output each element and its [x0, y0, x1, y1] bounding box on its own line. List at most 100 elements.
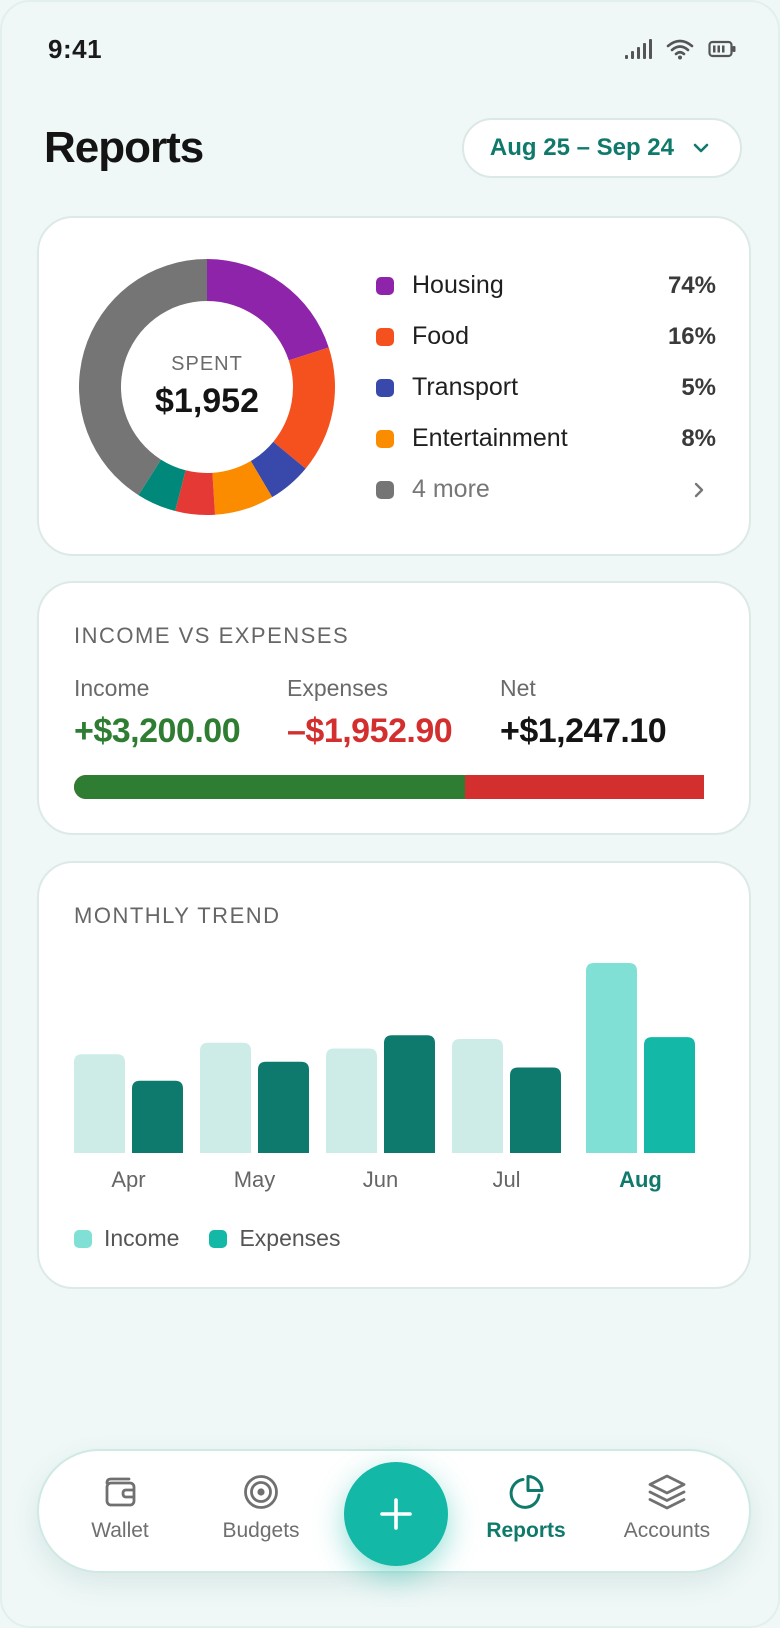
x-axis-label-jun: Jun [363, 1167, 398, 1192]
donut-segment-food [273, 347, 335, 469]
donut-center: SPENT $1,952 [74, 254, 340, 520]
status-bar: 9:41 [2, 2, 778, 96]
nav-item-budgets[interactable]: Budgets [196, 1473, 326, 1557]
donut-segment-transport [250, 441, 306, 498]
date-range-label: Aug 25 – Sep 24 [489, 134, 674, 161]
donut-segment-other-gray [79, 259, 207, 496]
legend-item-label: Transport [412, 373, 519, 401]
legend-swatch [376, 480, 394, 499]
monthly-trend-chart: Apr May Jun Jul Aug [74, 963, 704, 1203]
legend-item-label: Entertainment [412, 424, 568, 452]
legend-item-percent: 8% [681, 424, 716, 452]
legend-swatch [376, 276, 394, 295]
wifi-icon [666, 39, 694, 60]
legend-expenses-label: Expenses [239, 1225, 341, 1251]
header: Reports Aug 25 – Sep 24 [44, 118, 742, 178]
expenses-value: –$1,952.90 [287, 712, 453, 750]
page-title: Reports [44, 123, 204, 172]
donut-svg [79, 259, 335, 515]
nav-label: Accounts [623, 1519, 711, 1542]
legend-swatch [376, 327, 394, 346]
legend-income: Income [74, 1225, 179, 1252]
income-label: Income [74, 675, 150, 701]
bar-income-may[interactable] [200, 1042, 251, 1153]
income-value: +$3,200.00 [74, 712, 241, 750]
legend-swatch [376, 429, 394, 448]
net-stat: Net +$1,247.10 [500, 675, 713, 751]
legend-item-transport[interactable]: Transport 5% [376, 362, 716, 413]
net-label: Net [500, 675, 536, 701]
bar-expenses-jun[interactable] [384, 1035, 435, 1153]
expenses-label: Expenses [287, 675, 389, 701]
wallet-icon [105, 1477, 136, 1507]
legend-item-label: Housing [412, 271, 504, 299]
pie-chart-icon [509, 1475, 544, 1509]
chevron-down-icon [693, 143, 709, 153]
category-legend: Housing 74% Food 16% Transport 5% Entert… [376, 260, 716, 515]
legend-item-label: Food [412, 322, 469, 350]
nav-item-wallet[interactable]: Wallet [55, 1473, 185, 1557]
legend-expenses: Expenses [209, 1225, 340, 1252]
donut-segment-housing [207, 259, 329, 361]
bar-expenses-may[interactable] [258, 1061, 309, 1153]
add-transaction-button[interactable] [344, 1462, 448, 1566]
status-icons [624, 38, 736, 60]
x-axis-label-may: May [234, 1167, 276, 1192]
monthly-trend-card: MONTHLY TREND Apr May Jun Jul Aug Income Exp… [37, 861, 751, 1289]
legend-swatch [74, 1229, 92, 1248]
income-expense-ratio-bar [74, 775, 704, 799]
bar-expenses-apr[interactable] [132, 1080, 183, 1153]
legend-item-percent: 16% [667, 322, 716, 350]
nav-label: Wallet [91, 1519, 149, 1542]
bar-chart-svg: Apr May Jun Jul Aug [74, 963, 695, 1192]
legend-item-percent: 5% [681, 373, 716, 401]
legend-more-link[interactable]: 4 more [376, 464, 716, 515]
income-stat: Income +$3,200.00 [74, 675, 287, 751]
legend-item-entertainment[interactable]: Entertainment 8% [376, 413, 716, 464]
expenses-stat: Expenses –$1,952.90 [287, 675, 500, 751]
legend-item-percent: 74% [667, 271, 716, 299]
plus-icon [380, 1498, 412, 1530]
net-value: +$1,247.10 [500, 712, 667, 750]
ratio-income-fill [74, 775, 465, 799]
target-icon [244, 1475, 278, 1509]
x-axis-label-apr: Apr [111, 1167, 145, 1192]
bar-income-jun[interactable] [326, 1048, 377, 1154]
bar-expenses-jul[interactable] [510, 1067, 561, 1154]
nav-item-reports[interactable]: Reports [461, 1473, 591, 1557]
chevron-right-icon [694, 482, 704, 497]
battery-icon [708, 40, 736, 58]
spending-donut-chart: SPENT $1,952 [74, 254, 340, 520]
donut-segment-other-teal [138, 459, 186, 511]
nav-item-accounts[interactable]: Accounts [602, 1473, 732, 1557]
donut-segment-entertainment [212, 461, 273, 515]
legend-swatch [376, 378, 394, 397]
legend-item-label: 4 more [412, 475, 490, 503]
bar-income-apr[interactable] [74, 1054, 125, 1153]
layers-icon [648, 1474, 686, 1510]
status-time: 9:41 [48, 33, 103, 64]
legend-income-label: Income [104, 1225, 180, 1251]
ratio-expense-fill [464, 775, 704, 799]
legend-item-housing[interactable]: Housing 74% [376, 260, 716, 311]
donut-segment-other-red [175, 470, 216, 515]
x-axis-label-jul: Jul [492, 1167, 520, 1192]
donut-center-value: $1,952 [155, 382, 259, 420]
trend-legend: Income Expenses [74, 1225, 340, 1252]
bar-income-jul[interactable] [452, 1039, 503, 1153]
legend-item-food[interactable]: Food 16% [376, 311, 716, 362]
date-range-selector[interactable]: Aug 25 – Sep 24 [461, 118, 742, 178]
spending-card: SPENT $1,952 Housing 74% Food 16% Transp… [37, 216, 751, 556]
legend-swatch [209, 1229, 228, 1248]
bar-expenses-aug[interactable] [644, 1037, 695, 1153]
bottom-navigation: Wallet Budgets Reports [37, 1449, 751, 1573]
income-vs-expenses-card: INCOME VS EXPENSES Income +$3,200.00 Exp… [37, 581, 751, 835]
signal-icon [625, 39, 652, 59]
bar-income-aug[interactable] [586, 963, 637, 1153]
donut-center-label: SPENT [171, 353, 243, 375]
x-axis-label-aug: Aug [619, 1167, 662, 1192]
section-title: INCOME VS EXPENSES [74, 623, 350, 648]
section-title: MONTHLY TREND [74, 903, 281, 928]
income-stats: Income +$3,200.00 Expenses –$1,952.90 Ne… [74, 675, 714, 751]
